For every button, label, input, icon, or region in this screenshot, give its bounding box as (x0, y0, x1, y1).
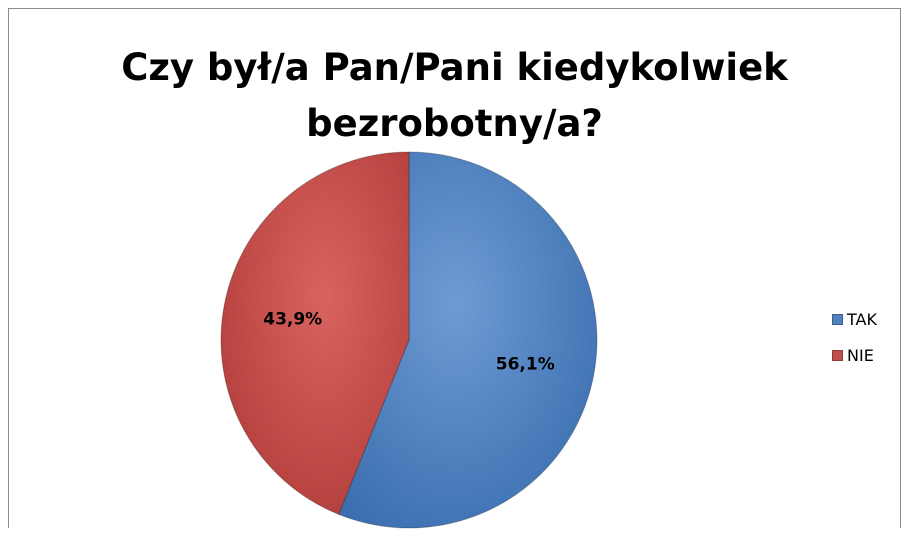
legend-label-nie: NIE (847, 345, 874, 365)
pie-slice-nie (220, 151, 410, 516)
chart-title: Czy był/a Pan/Pani kiedykolwiek bezrobot… (0, 40, 909, 152)
legend-swatch-tak (832, 313, 843, 325)
chart-title-line-2: bezrobotny/a? (306, 102, 603, 145)
chart-title-line-1: Czy był/a Pan/Pani kiedykolwiek (121, 46, 788, 89)
legend-item-nie: NIE (832, 345, 877, 365)
data-label-nie: 43,9% (263, 309, 322, 329)
legend-swatch-nie (832, 349, 843, 361)
pie-slice-tak (338, 151, 598, 529)
legend: TAK NIE (832, 309, 877, 381)
legend-item-tak: TAK (832, 309, 877, 329)
data-label-tak: 56,1% (496, 355, 555, 375)
legend-label-tak: TAK (847, 309, 877, 329)
